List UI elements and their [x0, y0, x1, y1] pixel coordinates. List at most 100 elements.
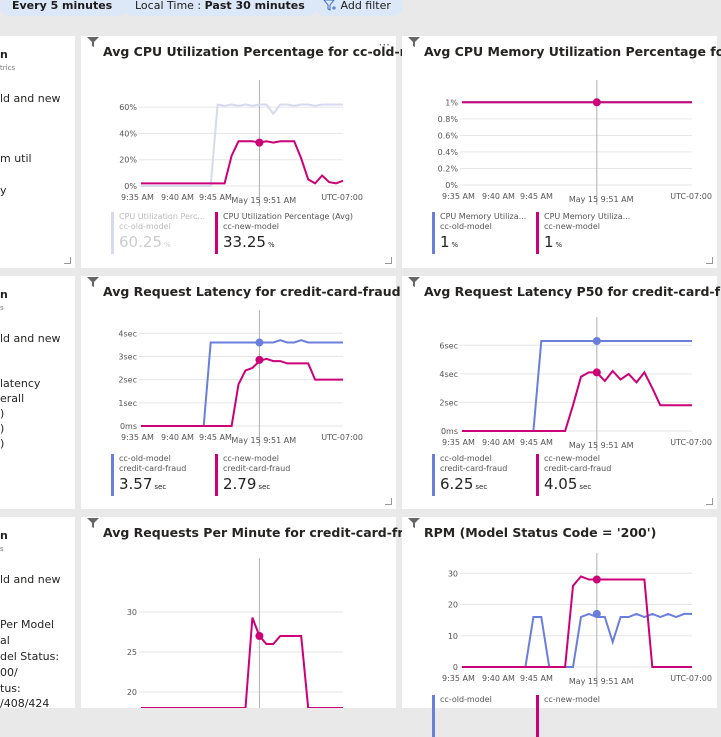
y-tick-label: 0 — [453, 663, 458, 672]
series-line-cc-new-model — [141, 357, 343, 427]
tile-title: Avg CPU Utilization Percentage for cc-ol… — [103, 44, 427, 59]
chart-svg: 0ms 1sec 2sec 3sec 4sec 9:35 AM 9:40 AM 9:45 AM… — [118, 310, 363, 446]
y-tick-label: 1% — [445, 98, 458, 107]
x-tick-label: 9:40 AM — [482, 438, 515, 447]
left-tile-1[interactable]: n trics ld and new m util y — [0, 36, 75, 268]
x-tick-label: 9:35 AM — [121, 433, 154, 442]
left-text: ) — [0, 422, 5, 435]
resize-handle[interactable] — [706, 257, 713, 264]
y-tick-label: 0.4% — [438, 148, 459, 157]
left-text: al — [0, 634, 10, 647]
y-tick-label: 0.6% — [438, 131, 459, 140]
resize-handle[interactable] — [385, 498, 392, 505]
legend-item-new[interactable]: cc-new-model — [536, 695, 600, 737]
legend-item-old[interactable]: CPU Utilization Perc... cc-old-model 60.25… — [111, 212, 205, 255]
filter-icon — [87, 37, 99, 47]
left-text: tus: — [0, 682, 21, 695]
y-tick-label: 0% — [445, 181, 458, 190]
marker-new — [255, 355, 264, 364]
tile-cpu-utilization[interactable]: Avg CPU Utilization Percentage for cc-ol… — [81, 36, 427, 268]
x-tick-label: 9:35 AM — [442, 192, 475, 201]
timezone-label: UTC-07:00 — [321, 433, 363, 442]
y-tick-label: 2sec — [439, 398, 458, 407]
legend-item-old[interactable]: cc-old-model credit-card-fraud 6.25 sec — [432, 454, 507, 497]
tile-request-latency[interactable]: Avg Request Latency for credit-card-frau… — [81, 276, 428, 509]
x-tick-label: 9:40 AM — [482, 192, 515, 201]
resize-handle[interactable] — [706, 498, 713, 505]
left-tile-2[interactable]: n s ld and new latency erall ) ) ) — [0, 276, 75, 509]
cursor-time-label: May 15 9:51 AM — [231, 436, 296, 445]
chart-svg: 0% 0.2% 0.4% 0.6% 0.8% 1% 9:35 AM 9:40 AM 9:45 A… — [438, 80, 712, 205]
marker-new — [592, 368, 601, 377]
filter-icon — [408, 277, 420, 287]
tile-request-latency-p50[interactable]: Avg Request Latency P50 for credit-card-… — [402, 276, 721, 509]
marker-old — [255, 338, 264, 347]
chart-svg: 0ms 2sec 4sec 6sec 9:35 AM 9:40 AM 9:45 AM May … — [439, 317, 712, 451]
x-tick-label: 9:40 AM — [161, 433, 194, 442]
tile-title: Avg Requests Per Minute for credit-card-… — [103, 525, 427, 540]
left-text: y — [0, 184, 7, 197]
left-text: ld and new — [0, 92, 61, 105]
y-tick-label: 20 — [448, 601, 458, 610]
tile-title: RPM (Model Status Code = '200') — [424, 525, 657, 540]
left-tile-3[interactable]: n s ld and new Per Model al del Status: … — [0, 517, 75, 710]
legend-item-new[interactable]: cc-new-model credit-card-fraud 4.05 sec — [536, 454, 611, 497]
legend-item-new[interactable]: CPU Utilization Percentage (Avg) cc-new-m… — [215, 212, 353, 255]
legend-item-old[interactable]: cc-old-model — [432, 695, 492, 737]
y-tick-label: 20 — [127, 688, 137, 697]
tile-memory-utilization[interactable]: Avg CPU Memory Utilization Percentage fo… — [402, 36, 721, 268]
y-tick-label: 4sec — [439, 370, 458, 379]
resize-handle[interactable] — [385, 257, 392, 264]
left-sub: s — [0, 304, 4, 312]
left-text: /408/424 — [0, 697, 50, 710]
legend-item-old[interactable]: cc-old-model credit-card-fraud 3.57 sec — [111, 454, 186, 497]
marker-old — [592, 337, 601, 345]
x-tick-label: 9:40 AM — [161, 193, 194, 202]
left-title: n — [0, 529, 8, 542]
series-line-cc-old-model — [141, 103, 343, 187]
add-filter-button[interactable]: Add filter — [315, 0, 403, 16]
left-text: Per Model — [0, 618, 55, 631]
x-tick-label: 9:45 AM — [520, 674, 553, 683]
timezone-label: UTC-07:00 — [321, 193, 363, 202]
left-text: latency — [0, 377, 41, 390]
y-tick-label: 20% — [119, 156, 137, 165]
series-line-cc-new-model — [462, 575, 692, 668]
timezone-label: UTC-07:00 — [670, 192, 712, 201]
tile-rpm-status-200[interactable]: RPM (Model Status Code = '200') 0 10 20 30 9… — [402, 517, 717, 737]
tile-requests-per-minute[interactable]: Avg Requests Per Minute for credit-card-… — [81, 517, 426, 708]
marker — [255, 632, 264, 640]
legend-item-old[interactable]: CPU Memory Utiliza... cc-old-model 1% — [432, 212, 526, 255]
left-sub: s — [0, 545, 4, 553]
chart-svg: 0% 20% 40% 60% 9:35 AM 9:40 AM 9:45 AM May 15 9… — [119, 80, 363, 206]
time-label: Local Time — [135, 0, 194, 12]
time-range-pill[interactable]: Local Time : Past 30 minutes — [123, 0, 317, 16]
left-text: ld and new — [0, 573, 61, 586]
tile-title: Avg CPU Memory Utilization Percentage fo… — [424, 44, 721, 59]
left-text: ) — [0, 437, 5, 450]
x-tick-label: 9:45 AM — [199, 433, 232, 442]
time-interval-pill[interactable]: Every 5 minutes — [0, 0, 128, 16]
y-tick-label: 60% — [119, 103, 137, 112]
marker — [255, 138, 264, 147]
more-options-button[interactable]: ··· — [378, 38, 390, 52]
filter-icon — [87, 518, 99, 528]
chart-svg: 0 10 20 30 9:35 AM 9:40 AM 9:45 AM May 15 9:51 … — [442, 553, 712, 687]
marker-new — [592, 575, 601, 584]
x-tick-label: 9:40 AM — [482, 674, 515, 683]
timezone-label: UTC-07:00 — [670, 674, 712, 683]
left-text: erall — [0, 392, 25, 405]
x-tick-label: 9:45 AM — [199, 193, 232, 202]
tile-title: Avg Request Latency P50 for credit-card-… — [424, 284, 721, 299]
resize-handle[interactable] — [64, 257, 71, 264]
legend-item-new[interactable]: cc-new-model credit-card-fraud 2.79 sec — [215, 454, 290, 497]
filter-icon — [408, 518, 420, 528]
series-line-cc-old-model — [462, 340, 692, 432]
series-line-cc-new-model — [141, 140, 344, 185]
cursor-time-label: May 15 9:51 AM — [231, 196, 296, 205]
legend-item-new[interactable]: CPU Memory Utiliza... cc-new-model 1% — [536, 212, 630, 255]
left-sub: trics — [0, 64, 16, 72]
y-tick-label: 6sec — [439, 341, 458, 350]
left-title: n — [0, 288, 8, 301]
marker — [592, 98, 601, 107]
